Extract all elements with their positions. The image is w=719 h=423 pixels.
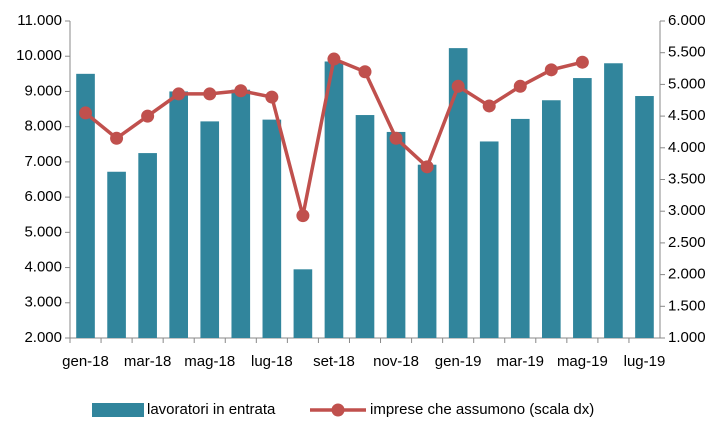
marker — [482, 99, 496, 113]
y2-tick-label: 3.500 — [668, 170, 706, 187]
y-tick-label: 2.000 — [24, 329, 62, 346]
marker — [79, 106, 93, 120]
bar — [262, 119, 282, 338]
marker — [296, 209, 310, 223]
y2-tick-label: 2.000 — [668, 266, 706, 283]
y2-tick-label: 4.000 — [668, 139, 706, 156]
x-tick-label: gen-18 — [62, 353, 109, 370]
y2-tick-label: 4.500 — [668, 107, 706, 124]
bar — [448, 48, 468, 338]
marker — [420, 160, 434, 174]
legend-label: imprese che assumono (scala dx) — [370, 401, 594, 418]
marker — [575, 55, 589, 69]
x-tick-label: mar-19 — [497, 353, 545, 370]
bar — [604, 63, 623, 339]
y-tick-label: 9.000 — [24, 82, 62, 99]
x-tick-label: set-18 — [313, 353, 355, 370]
y-tick-label: 10.000 — [16, 47, 62, 64]
bar — [200, 121, 220, 338]
bar — [386, 131, 406, 338]
x-tick-label: lug-18 — [251, 353, 293, 370]
y-tick-label: 8.000 — [24, 118, 62, 135]
marker — [265, 90, 279, 104]
bar — [510, 118, 530, 338]
x-tick-label: nov-18 — [373, 353, 419, 370]
bar — [479, 141, 499, 338]
marker — [172, 87, 186, 101]
x-tick-label: gen-19 — [435, 353, 482, 370]
marker — [513, 79, 527, 93]
bar — [542, 100, 561, 338]
marker — [234, 84, 248, 98]
marker — [327, 52, 341, 66]
marker — [451, 79, 465, 93]
x-tick-label: mag-19 — [557, 353, 608, 370]
marker — [544, 63, 558, 77]
y-tick-label: 3.000 — [24, 294, 62, 311]
bar — [169, 91, 188, 338]
bar — [231, 89, 251, 338]
bar — [138, 153, 157, 338]
marker — [389, 131, 403, 145]
bar — [573, 78, 592, 338]
marker — [203, 87, 217, 101]
y-tick-label: 4.000 — [24, 259, 62, 276]
bar — [76, 73, 95, 338]
bar — [107, 171, 126, 338]
marker — [141, 109, 155, 123]
y2-tick-label: 2.500 — [668, 234, 706, 251]
x-tick-label: mar-18 — [124, 353, 172, 370]
bar — [635, 96, 654, 338]
legend-label: lavoratori in entrata — [147, 401, 276, 418]
marker — [358, 65, 372, 79]
y2-tick-label: 5.000 — [668, 75, 706, 92]
bar — [293, 269, 313, 338]
y2-tick-label: 5.500 — [668, 44, 706, 61]
bar — [355, 115, 375, 338]
x-tick-label: mag-18 — [184, 353, 235, 370]
y-tick-label: 5.000 — [24, 223, 62, 240]
x-tick-label: lug-19 — [624, 353, 666, 370]
y2-tick-label: 6.000 — [668, 12, 706, 29]
bar — [417, 164, 437, 338]
marker — [110, 131, 124, 145]
y-tick-label: 7.000 — [24, 153, 62, 170]
y2-tick-label: 1.500 — [668, 297, 706, 314]
legend-swatch — [92, 403, 144, 417]
legend-marker — [331, 403, 345, 417]
bar — [324, 61, 344, 338]
y2-tick-label: 1.000 — [668, 329, 706, 346]
y-tick-label: 11.000 — [17, 12, 62, 29]
y2-tick-label: 3.000 — [668, 202, 706, 219]
y-tick-label: 6.000 — [24, 188, 62, 205]
